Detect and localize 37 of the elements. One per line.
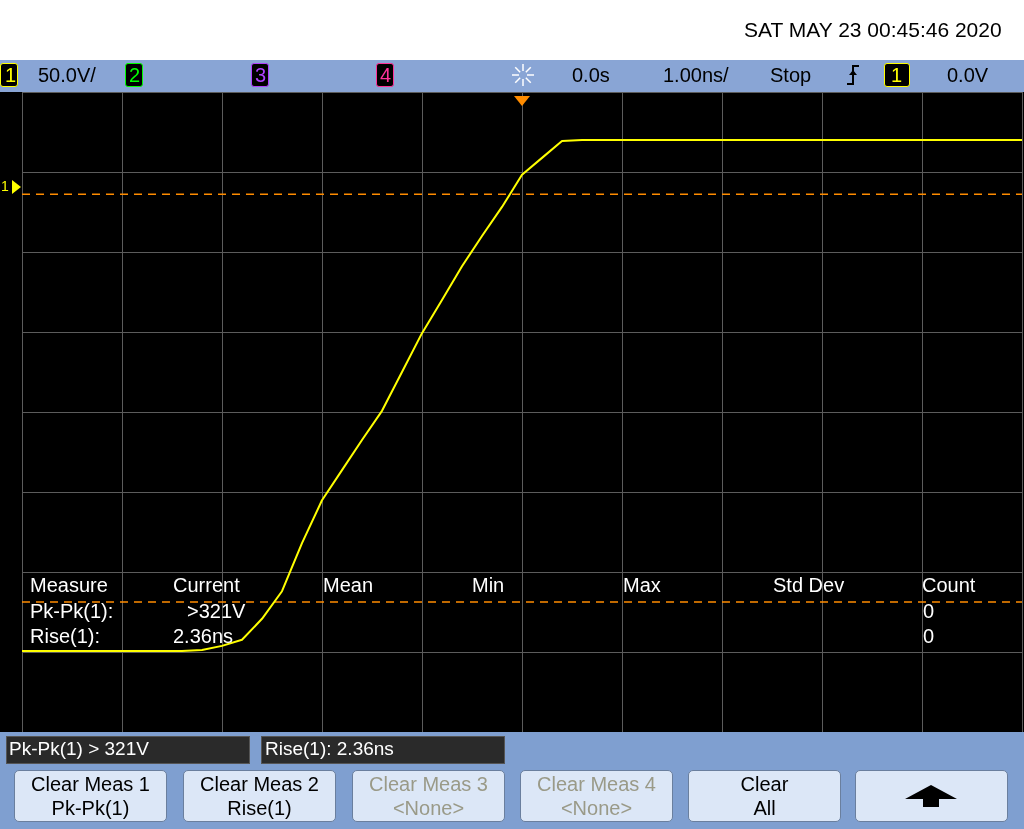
annotation: Current — [173, 574, 240, 596]
annotation: 0 — [923, 600, 935, 622]
annotation: Min — [472, 574, 505, 596]
annotation: >321V — [187, 600, 246, 622]
text: Rise(1): 2.36ns — [265, 738, 394, 759]
text: 1 — [1, 178, 9, 194]
text: Stop — [770, 64, 812, 86]
annotation: Max — [623, 574, 661, 596]
text: Pk-Pk(1) > 321V — [9, 738, 149, 759]
annotation: Measure — [30, 574, 108, 596]
text: 50.0V/ — [38, 64, 96, 86]
annotation: 2.36ns — [173, 625, 234, 647]
text: 4 — [380, 64, 392, 86]
text: Clear Meas 4 — [536, 773, 657, 795]
text: SAT MAY 23 00:45:46 2020 — [744, 18, 1002, 41]
annotation: Rise(1): — [30, 625, 101, 647]
text: 3 — [255, 64, 267, 86]
annotation: Pk-Pk(1): — [30, 600, 114, 622]
text: 0.0V — [947, 64, 989, 86]
text: Clear Meas 1 — [30, 773, 151, 795]
annotation: Mean — [323, 574, 374, 596]
text: 1 — [891, 64, 903, 86]
text: Clear Meas 3 — [368, 773, 489, 795]
text: Rise(1) — [226, 797, 293, 819]
text: Pk-Pk(1) — [50, 797, 131, 819]
text: 2 — [129, 64, 141, 86]
annotation: Std Dev — [773, 574, 845, 596]
annotation: 0 — [923, 625, 935, 647]
text: Clear Meas 2 — [199, 773, 320, 795]
annotation: Count — [922, 574, 976, 596]
text: All — [752, 797, 777, 819]
text: 0.0s — [572, 64, 610, 86]
text: 1.00ns/ — [663, 64, 729, 86]
text: 1 — [5, 64, 17, 86]
text: <None> — [391, 797, 466, 819]
text: <None> — [559, 797, 634, 819]
text: Clear — [739, 773, 790, 795]
